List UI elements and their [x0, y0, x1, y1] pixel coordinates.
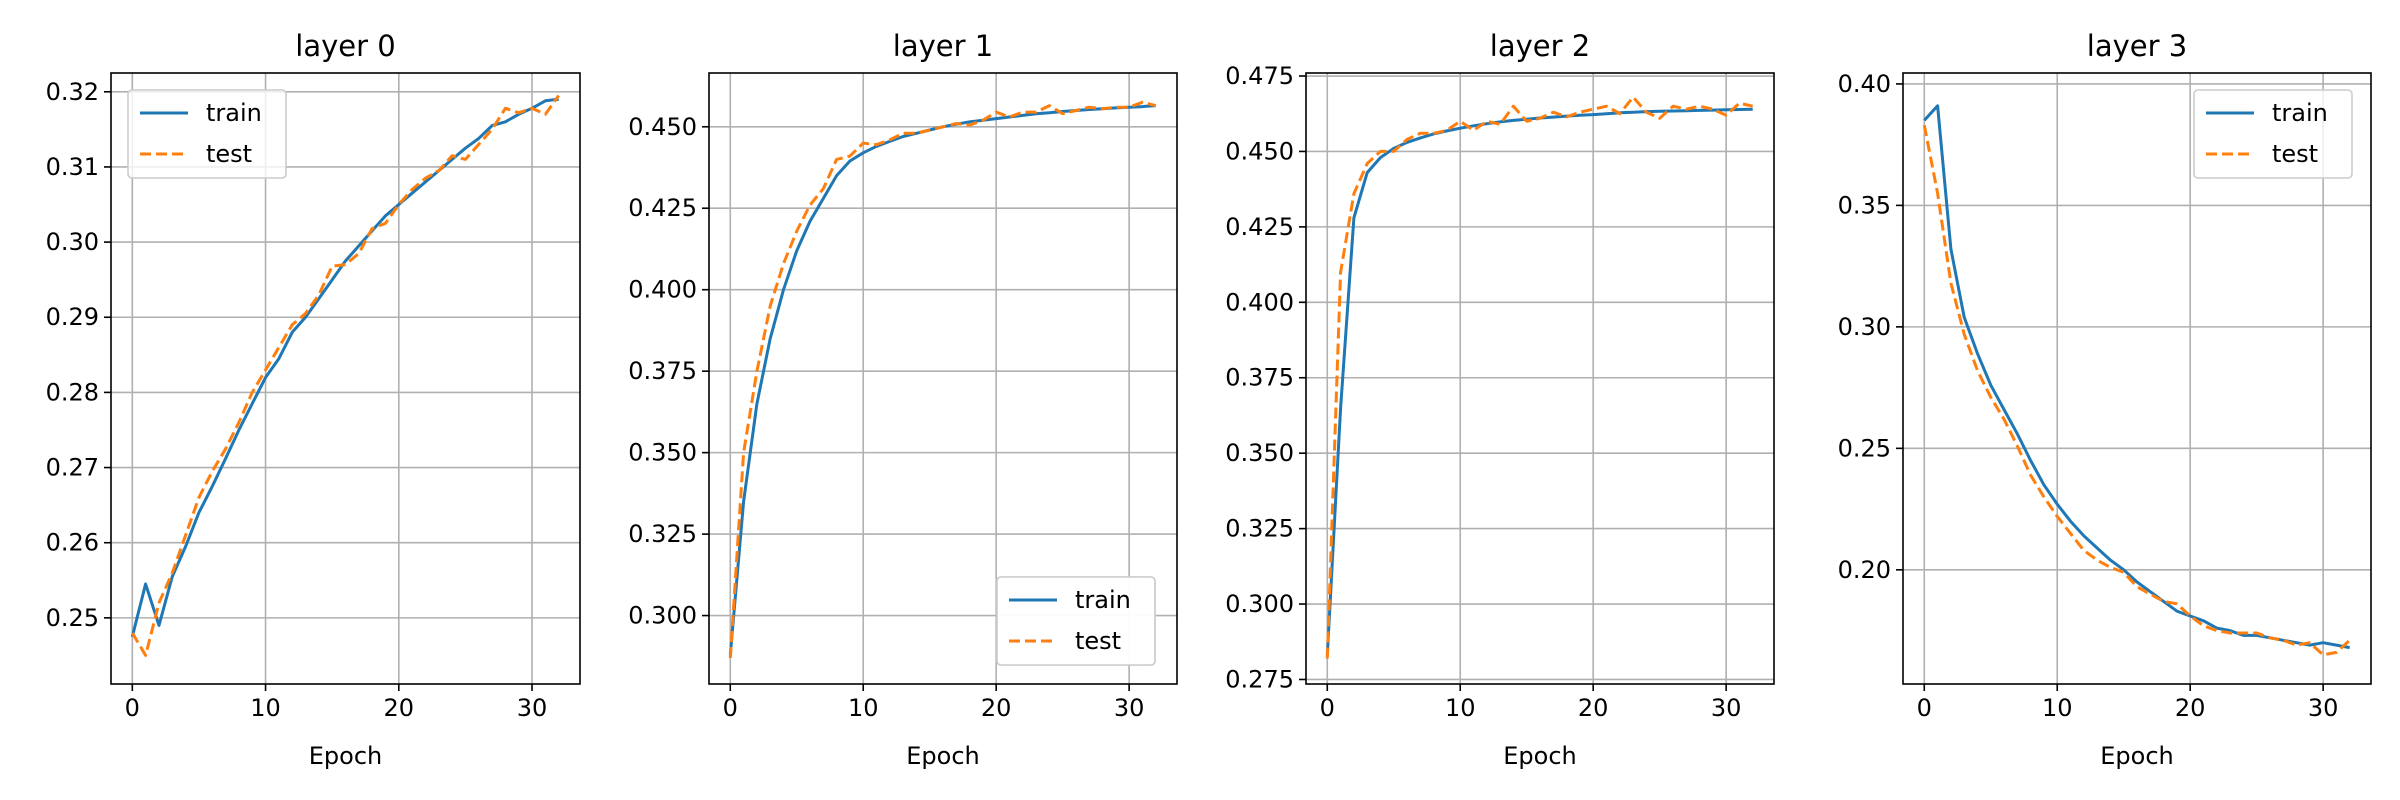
series-line-train	[130, 97, 559, 638]
y-tick-label: 0.350	[628, 439, 697, 467]
x-axis-label: Epoch	[309, 742, 383, 770]
x-axis-label: Epoch	[1503, 742, 1577, 770]
x-tick-label: 30	[2308, 694, 2339, 722]
y-tick-label: 0.450	[628, 113, 697, 141]
y-tick-label: 0.35	[1838, 191, 1891, 219]
series-line-train	[728, 104, 1156, 655]
y-tick-label: 0.30	[46, 228, 99, 256]
y-tick-label: 0.27	[46, 454, 99, 482]
y-tick-label: 0.425	[628, 194, 697, 222]
y-tick-label: 0.350	[1225, 439, 1294, 467]
y-tick-label: 0.375	[1225, 364, 1294, 392]
chart-title: layer 3	[2087, 29, 2187, 63]
y-tick-label: 0.325	[628, 520, 697, 548]
series-line-test	[1325, 95, 1754, 659]
chart-panel-3: 0 10 20 30 0.20 0.25 0.30 0.35 0.40 layer 3 Epoch t…	[1838, 29, 2372, 770]
x-tick-label: 30	[1711, 694, 1742, 722]
series-line-train	[1923, 104, 2350, 650]
series-line-test	[131, 94, 560, 657]
x-tick-label: 10	[2042, 694, 2073, 722]
x-tick-label: 20	[384, 694, 415, 722]
series-line-test	[1922, 124, 2351, 657]
x-tick-label: 20	[1578, 694, 1609, 722]
y-tick-label: 0.375	[628, 357, 697, 385]
legend-label-train: train	[206, 99, 262, 127]
y-tick-label: 0.30	[1838, 313, 1891, 341]
series-line-test	[728, 100, 1157, 658]
x-tick-label: 30	[517, 694, 548, 722]
chart-title: layer 2	[1490, 29, 1590, 63]
y-tick-label: 0.26	[46, 529, 99, 557]
series-line-train	[1325, 107, 1753, 656]
legend: train test	[2193, 89, 2353, 179]
y-tick-label: 0.28	[46, 378, 99, 406]
plot-frame	[110, 72, 581, 685]
y-tick-label: 0.32	[46, 78, 99, 106]
y-tick-label: 0.40	[1838, 70, 1891, 98]
plot-frame	[1902, 72, 2372, 685]
legend: train test	[996, 576, 1156, 666]
legend-label-test: test	[1075, 627, 1121, 655]
x-axis-label: Epoch	[906, 742, 980, 770]
legend-label-test: test	[206, 140, 252, 168]
x-tick-label: 0	[1917, 694, 1932, 722]
y-tick-label: 0.325	[1225, 515, 1294, 543]
y-tick-label: 0.425	[1225, 213, 1294, 241]
legend: train test	[127, 89, 287, 179]
x-tick-label: 10	[848, 694, 879, 722]
y-tick-label: 0.475	[1225, 62, 1294, 90]
y-tick-label: 0.450	[1225, 137, 1294, 165]
legend-label-train: train	[1075, 586, 1131, 614]
x-tick-label: 0	[125, 694, 140, 722]
y-tick-label: 0.400	[1225, 288, 1294, 316]
y-tick-label: 0.25	[46, 604, 99, 632]
x-tick-label: 10	[250, 694, 281, 722]
y-tick-label: 0.29	[46, 303, 99, 331]
x-tick-label: 20	[2175, 694, 2206, 722]
x-axis-label: Epoch	[2100, 742, 2174, 770]
y-tick-label: 0.300	[628, 602, 697, 630]
y-tick-label: 0.31	[46, 153, 99, 181]
x-tick-label: 30	[1114, 694, 1145, 722]
chart-title: layer 1	[893, 29, 993, 63]
y-tick-label: 0.25	[1838, 434, 1891, 462]
y-tick-label: 0.300	[1225, 590, 1294, 618]
legend-label-test: test	[2272, 140, 2318, 168]
plot-frame	[708, 72, 1178, 685]
x-tick-label: 0	[723, 694, 738, 722]
chart-title: layer 0	[295, 29, 395, 63]
legend-label-train: train	[2272, 99, 2328, 127]
y-tick-label: 0.400	[628, 276, 697, 304]
y-tick-label: 0.275	[1225, 665, 1294, 693]
chart-panel-2: 0 10 20 30 0.275 0.300 0.325 0.350 0.375 0.400 0.4…	[996, 29, 1775, 770]
x-tick-label: 0	[1320, 694, 1335, 722]
chart-panel-0: 0 10 20 30 0.25 0.26 0.27 0.28 0.29 0.30 0.31 0.32 l…	[46, 29, 581, 770]
x-tick-label: 20	[981, 694, 1012, 722]
x-tick-label: 10	[1445, 694, 1476, 722]
y-tick-label: 0.20	[1838, 556, 1891, 584]
